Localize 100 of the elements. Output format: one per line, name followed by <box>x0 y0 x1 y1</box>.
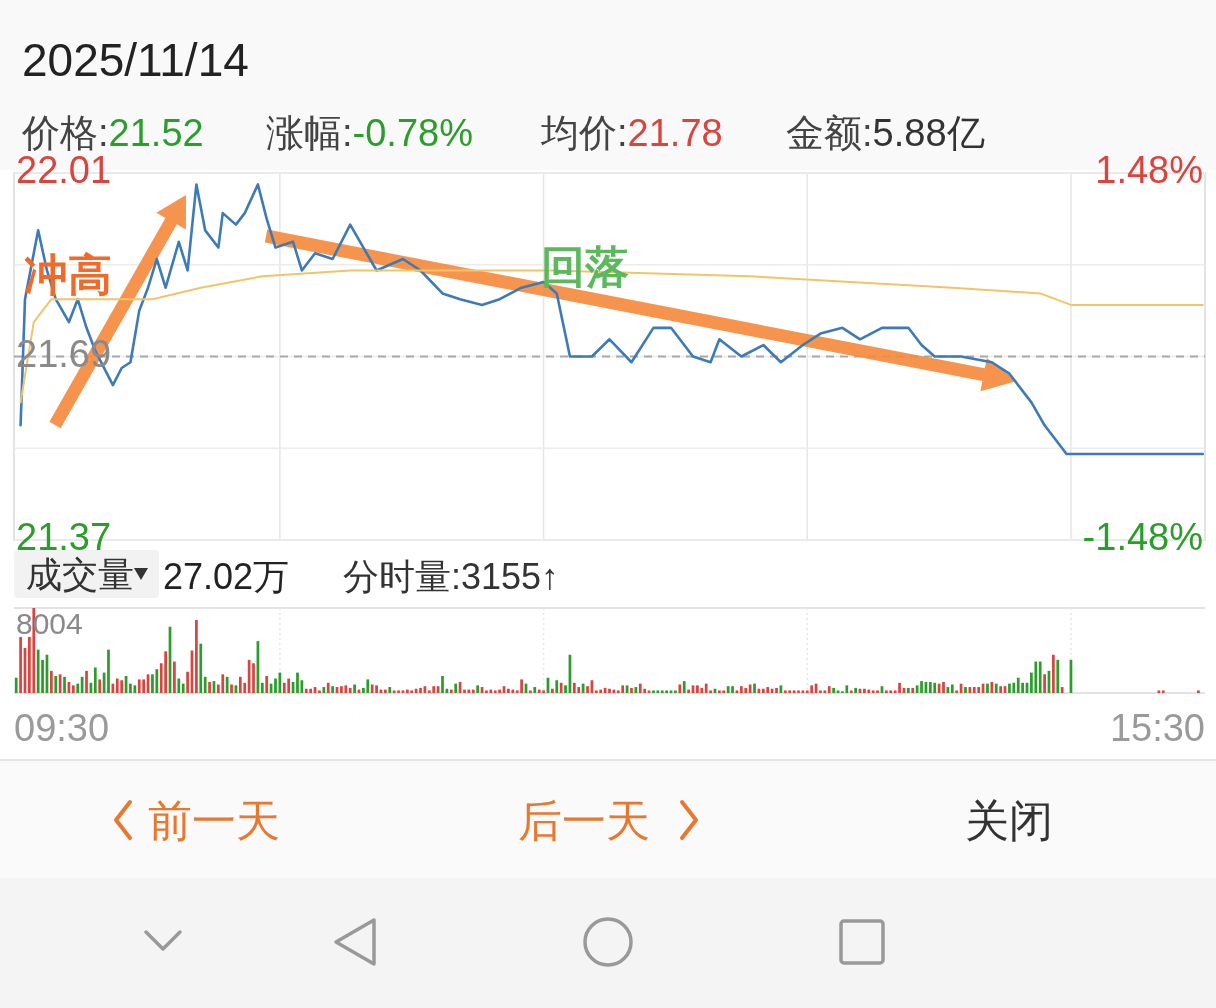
bar <box>599 689 603 693</box>
bar <box>348 687 352 693</box>
text: 前一天 <box>148 796 280 845</box>
text: 成交量 <box>26 554 134 595</box>
bar <box>955 690 959 693</box>
bar <box>885 690 888 693</box>
bar <box>454 683 458 693</box>
bar <box>577 687 581 693</box>
bar <box>252 663 255 693</box>
bar <box>1021 682 1024 693</box>
bar <box>1161 690 1165 693</box>
text: 均价:21.78 <box>540 112 723 154</box>
bar <box>195 619 198 693</box>
bar <box>71 685 75 693</box>
bar <box>867 689 871 693</box>
bar <box>54 676 58 693</box>
text: 分时量:3155↑ <box>343 556 560 597</box>
bar <box>353 684 356 693</box>
bar <box>990 681 994 693</box>
bar <box>309 688 313 693</box>
bar <box>823 690 827 693</box>
bar <box>906 687 910 693</box>
bar <box>304 688 308 693</box>
y2-tick-label: -1.48% <box>1082 516 1203 559</box>
bar <box>287 678 291 693</box>
bar <box>1060 687 1064 693</box>
bar <box>511 689 515 693</box>
bar <box>1008 683 1011 693</box>
bar <box>761 688 765 693</box>
bar <box>1034 661 1038 693</box>
bar <box>493 690 497 693</box>
bar <box>498 689 501 693</box>
bar <box>797 690 800 693</box>
bar <box>832 687 835 693</box>
bar <box>652 690 655 693</box>
bar <box>1012 682 1016 693</box>
bar <box>432 686 436 693</box>
bar <box>726 686 730 693</box>
bar <box>845 685 849 693</box>
bar <box>533 687 537 693</box>
bar <box>608 688 611 693</box>
text: 关闭 <box>965 796 1053 845</box>
bar <box>542 690 545 693</box>
bar <box>551 688 554 693</box>
bar <box>177 678 181 693</box>
bar <box>889 690 893 693</box>
bar <box>203 676 207 693</box>
text: 15:30 <box>1109 707 1205 749</box>
bar <box>282 682 286 693</box>
bar <box>999 686 1002 693</box>
bar <box>972 687 976 693</box>
bar <box>674 690 677 693</box>
bar <box>529 690 532 693</box>
bar <box>318 690 321 693</box>
bar <box>638 683 642 693</box>
text: 后一天 <box>518 796 650 845</box>
bar <box>326 682 330 693</box>
bar <box>687 689 690 693</box>
bar <box>898 682 901 693</box>
bar <box>656 690 660 693</box>
bar <box>718 690 721 693</box>
bar <box>19 636 22 693</box>
bar <box>630 687 633 693</box>
bar <box>93 667 97 693</box>
bar <box>296 672 299 693</box>
bar <box>133 685 137 693</box>
bar <box>142 679 146 693</box>
bar <box>964 687 967 693</box>
bar <box>155 669 159 693</box>
bar <box>555 680 559 693</box>
bar <box>933 682 937 693</box>
bar <box>107 649 110 693</box>
bar <box>225 676 229 693</box>
bar <box>696 685 699 693</box>
bar <box>621 685 625 693</box>
bar <box>340 686 343 693</box>
bar <box>164 651 167 693</box>
bar <box>36 649 40 693</box>
text: 涨幅:-0.78% <box>266 112 473 154</box>
bar <box>1052 654 1055 693</box>
bar <box>660 690 664 693</box>
bar <box>863 688 866 693</box>
bar <box>819 690 822 693</box>
bar <box>854 687 857 693</box>
bar <box>744 687 748 693</box>
bar <box>274 678 277 693</box>
bar <box>753 683 756 693</box>
bar <box>986 683 989 693</box>
bar <box>485 690 488 693</box>
bar <box>849 690 853 693</box>
bar <box>1157 690 1161 693</box>
bar <box>950 684 954 693</box>
bar <box>98 679 102 693</box>
bar <box>586 686 589 693</box>
bar <box>1197 690 1200 693</box>
bar <box>405 689 409 693</box>
bar <box>827 686 831 693</box>
bar <box>397 690 400 693</box>
bar <box>331 686 334 693</box>
bar <box>230 684 233 693</box>
